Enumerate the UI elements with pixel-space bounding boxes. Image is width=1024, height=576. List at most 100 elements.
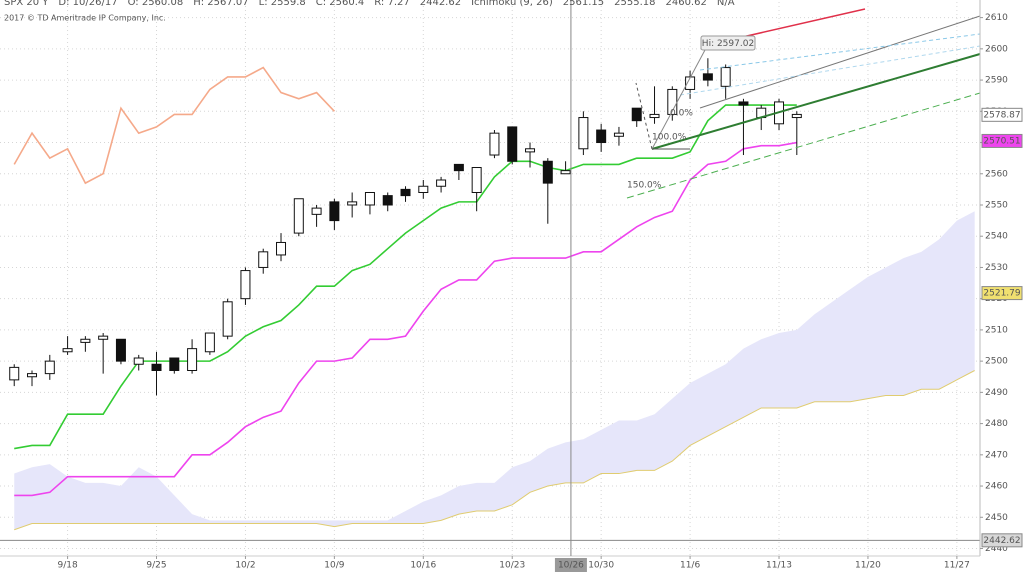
copyright: 2017 © TD Ameritrade IP Company, Inc. [4,14,166,23]
y-tick-label: 2560 [985,169,1008,179]
x-tick-label: 9/18 [57,561,77,571]
y-tick-label: 2500 [985,357,1008,367]
price-label: 2578.87 [983,110,1020,120]
y-tick-label: 2590 [985,76,1008,86]
candle-body [27,373,38,378]
y-tick-label: 2540 [985,232,1008,242]
axes: 2440245024602470248024902500251025202530… [57,0,1023,572]
candle-body [133,357,144,365]
price-label: 2442.62 [983,536,1020,546]
candle-body [187,348,198,372]
high-box [700,35,756,51]
header: SPX 20 Y D: 10/26/17 O: 2560.08 H: 2567.07 L… [4,0,735,8]
candle-body [542,160,553,184]
fib-label: 150.0% [627,181,662,191]
indicator-line [14,141,797,497]
y-tick-label: 2490 [985,388,1008,398]
x-tick-label: 11/13 [766,561,792,571]
candle-body [489,132,500,156]
plot-area [0,58,980,541]
candle-body [258,251,269,268]
candle-body [44,360,55,375]
header-item: SPX 20 Y [4,0,49,8]
candle-body [169,357,180,372]
header-item: O: 2560.08 [128,0,184,8]
price-box [981,286,1023,301]
x-tick-label: 10/16 [410,561,436,571]
fib-label: 100.0% [652,133,687,143]
crosshair-label: 10/26 [558,561,584,571]
price-box [981,133,1023,148]
candle-body [738,101,749,106]
y-tick-label: 2600 [985,44,1008,54]
header-item: 2460.62 [665,0,706,8]
indicator-line [14,370,975,531]
trend-line [651,53,981,150]
fib-line [679,45,981,96]
candle-body [204,332,215,353]
indicator-line [14,104,797,450]
candle-body [311,207,322,215]
candle-body [98,335,109,340]
fib-line [699,33,981,71]
candle-body [418,185,429,193]
header-item: 2555.18 [614,0,655,8]
candle-body [649,113,660,119]
x-tick-label: 10/23 [499,561,525,571]
header-item: Ichimoku (9, 26) [471,0,553,8]
header-item: R: 7.27 [374,0,409,8]
candle-body [702,73,713,81]
candle-body [400,188,411,197]
fib-label: 0.0% [670,109,693,119]
candle-body [578,117,589,150]
candle-body [525,148,536,153]
candle-body [453,163,464,172]
price-label: 2521.79 [983,289,1020,299]
candle-body [471,167,482,193]
y-tick-label: 2480 [985,419,1008,429]
x-tick-label: 11/6 [680,561,700,571]
drawings: 100.0% 150.0% 0.0% Hi: 2597.02 [626,8,981,199]
fib-line [626,92,981,199]
header-item: 2561.15 [563,0,604,8]
x-tick-label: 10/9 [324,561,344,571]
trend-line [699,15,981,109]
indicator-line [13,66,335,185]
candle-body [560,170,571,175]
price-box [981,107,1023,122]
candle-body [329,201,340,222]
candle-body [222,301,233,337]
cloud [14,211,975,530]
candle-body [293,198,304,234]
header-item: H: 2567.07 [193,0,248,8]
candle-body [276,241,287,256]
candle-body [596,129,607,144]
price-label: 2570.51 [983,136,1020,146]
fib-line [635,82,653,150]
header-item: 2442.62 [420,0,461,8]
header-item: D: 10/26/17 [58,0,117,8]
candle-body [436,179,447,187]
y-tick-label: 2550 [985,200,1008,210]
candle-body [240,270,251,300]
candle-body [720,67,731,87]
x-tick-label: 11/27 [944,561,970,571]
candle-body [151,363,162,372]
price-box [981,533,1023,548]
y-tick-label: 2460 [985,482,1008,492]
high-label: Hi: 2597.02 [702,39,754,49]
header-item: L: 2559.8 [259,0,306,8]
candle-body [80,338,91,343]
candle-body [9,366,20,381]
x-tick-label: 10/30 [588,561,614,571]
candle-body [382,195,393,206]
y-tick-label: 2530 [985,263,1008,273]
header-item: N/A [717,0,735,8]
candle-body [507,126,518,162]
y-tick-label: 2470 [985,450,1008,460]
candle-body [613,132,624,137]
candle-body [62,348,73,353]
x-tick-label: 10/2 [235,561,255,571]
candle-body [347,201,358,206]
